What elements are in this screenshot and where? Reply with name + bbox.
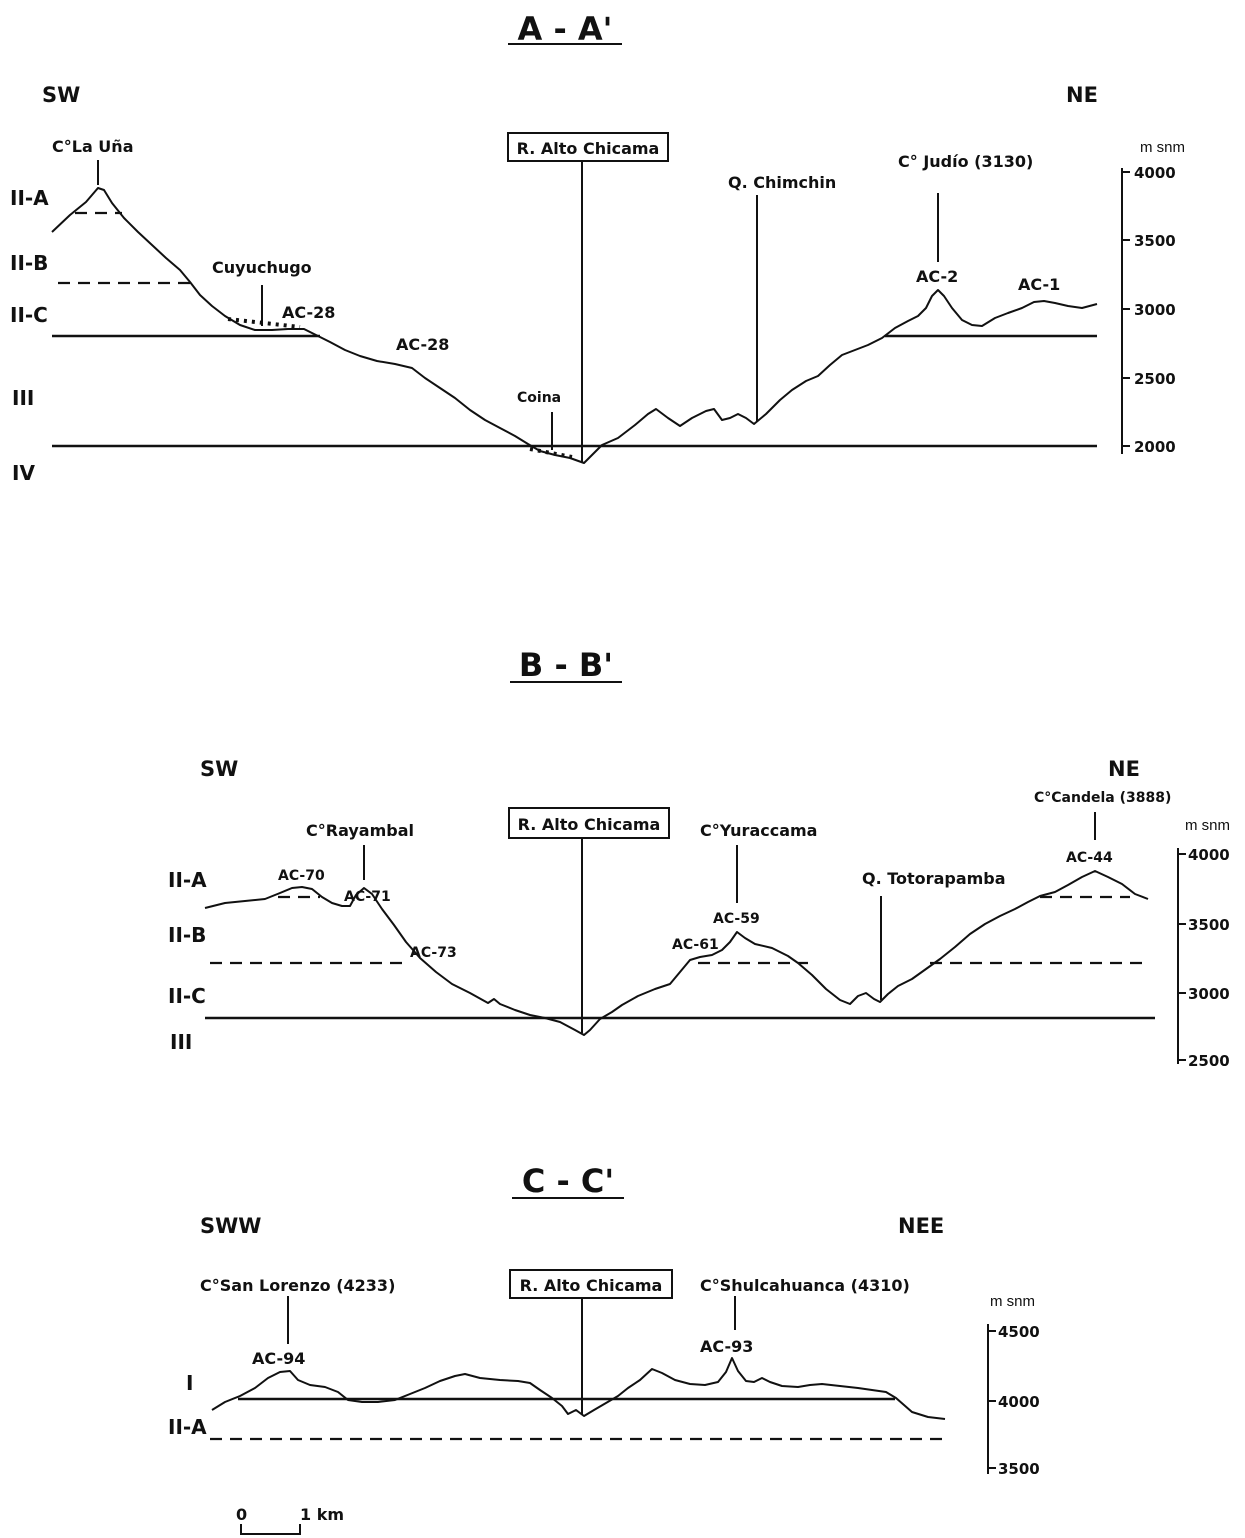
section-c-tick-label: 4500 <box>998 1323 1040 1341</box>
section-a-zone-label: II-C <box>10 303 48 327</box>
section-b-tick-label: 2500 <box>1188 1052 1230 1070</box>
section-a-zone-label: IV <box>12 461 35 485</box>
section-c-right-direction: NEE <box>898 1214 944 1238</box>
section-a-right-direction: NE <box>1066 83 1098 107</box>
scale-bar-line <box>240 1524 301 1535</box>
section-c-label-shulcahuanca: C°Shulcahuanca (4310) <box>700 1276 910 1295</box>
section-a-label-judio: C° Judío (3130) <box>898 152 1033 171</box>
section-c-label-ac94: AC-94 <box>252 1349 305 1368</box>
section-b-label-ac70: AC-70 <box>278 868 325 884</box>
section-b-label-ac71: AC-71 <box>344 889 391 905</box>
section-a-zone-label: III <box>12 386 34 410</box>
section-a-title: A - A' <box>518 10 613 48</box>
section-c-zone-label: I <box>186 1371 193 1395</box>
section-b: B - B' SW NE II-A II-B II-C III C°Rayamb… <box>168 646 1230 1070</box>
section-b-tick-label: 4000 <box>1188 846 1230 864</box>
section-b-title: B - B' <box>519 646 613 684</box>
section-a-zone-label: II-A <box>10 186 49 210</box>
section-c-axis-unit: m snm <box>990 1293 1035 1310</box>
section-c-profile <box>211 1357 946 1420</box>
section-a-label-ac2: AC-2 <box>916 267 958 286</box>
section-c-tick-label: 4000 <box>998 1393 1040 1411</box>
section-a-left-direction: SW <box>42 83 80 107</box>
section-b-tick-label: 3000 <box>1188 985 1230 1003</box>
section-a-label-la-una: C°La Uña <box>52 137 133 156</box>
section-b-zone-label: II-B <box>168 923 206 947</box>
section-b-river-box <box>508 807 670 839</box>
section-a-tick-label: 2500 <box>1134 370 1176 388</box>
section-c: C - C' SWW NEE I II-A C°San Lorenzo (423… <box>168 1162 1040 1478</box>
scale-bar-km-label: 1 km <box>300 1505 344 1524</box>
section-c-title: C - C' <box>522 1162 614 1200</box>
section-a-label-ac28-lower: AC-28 <box>396 335 449 354</box>
section-a-tick-label: 3000 <box>1134 301 1176 319</box>
section-b-label-ac61: AC-61 <box>672 937 719 953</box>
section-b-profile <box>204 870 1149 1036</box>
section-b-axis-unit: m snm <box>1185 817 1230 834</box>
section-a-profile <box>51 187 1098 464</box>
section-b-label-totorapamba: Q. Totorapamba <box>862 869 1006 888</box>
section-a-tick-label: 3500 <box>1134 232 1176 250</box>
section-a-label-chimchin: Q. Chimchin <box>728 173 836 192</box>
section-a-label-ac28: AC-28 <box>282 303 335 322</box>
section-a-river-label: R. Alto Chicama <box>517 139 660 158</box>
section-b-zone-label: III <box>170 1030 192 1054</box>
section-a: A - A' SW NE II-A II-B II-C III IV C°La … <box>10 10 1185 485</box>
section-b-tick-label: 3500 <box>1188 916 1230 934</box>
section-c-left-direction: SWW <box>200 1214 261 1238</box>
section-c-tick-label: 3500 <box>998 1460 1040 1478</box>
section-a-axis-unit: m snm <box>1140 139 1185 156</box>
section-a-tick-label: 2000 <box>1134 438 1176 456</box>
section-c-label-ac93: AC-93 <box>700 1337 753 1356</box>
scale-bar-zero-label: 0 <box>236 1505 247 1524</box>
section-c-label-san-lorenzo: C°San Lorenzo (4233) <box>200 1276 395 1295</box>
section-a-river-box <box>507 132 669 162</box>
section-b-zone-label: II-A <box>168 868 207 892</box>
section-b-river-label: R. Alto Chicama <box>518 815 661 834</box>
scale-bar: 0 1 km <box>236 1505 344 1535</box>
section-a-zone-label: II-B <box>10 251 48 275</box>
section-c-river-box <box>509 1269 673 1299</box>
section-b-label-ac44: AC-44 <box>1066 850 1113 866</box>
section-a-tick-label: 4000 <box>1134 164 1176 182</box>
section-b-label-rayambal: C°Rayambal <box>306 821 414 840</box>
section-b-zone-label: II-C <box>168 984 206 1008</box>
section-b-label-ac59: AC-59 <box>713 911 760 927</box>
section-b-label-ac73: AC-73 <box>410 945 457 961</box>
section-a-label-cuyuchugo: Cuyuchugo <box>212 258 312 277</box>
section-c-river-label: R. Alto Chicama <box>520 1276 663 1295</box>
section-a-label-coina: Coina <box>517 390 561 406</box>
section-b-label-candela: C°Candela (3888) <box>1034 790 1171 806</box>
section-a-label-ac1: AC-1 <box>1018 275 1060 294</box>
section-b-right-direction: NE <box>1108 757 1140 781</box>
section-b-label-yuraccama: C°Yuraccama <box>700 821 817 840</box>
section-b-left-direction: SW <box>200 757 238 781</box>
section-c-zone-label: II-A <box>168 1415 207 1439</box>
